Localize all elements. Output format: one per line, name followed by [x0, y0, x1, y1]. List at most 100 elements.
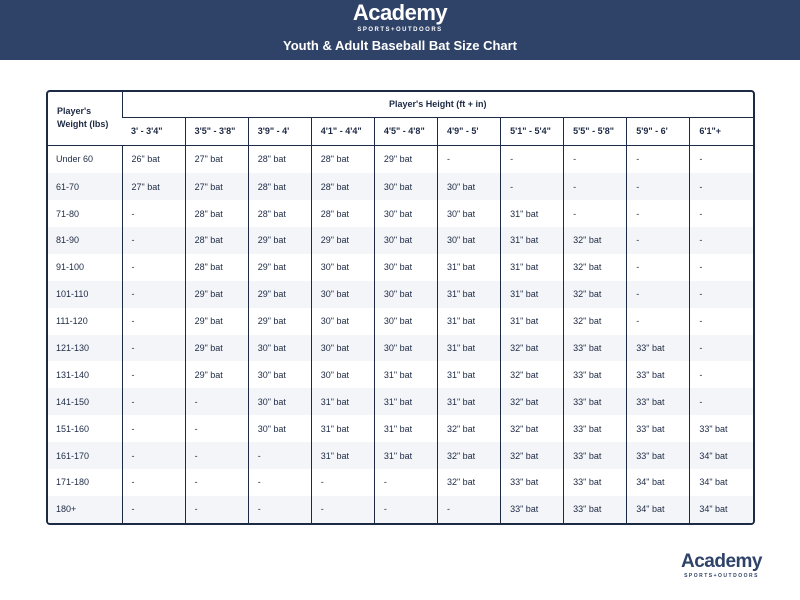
bat-size-cell: 30" bat [373, 227, 438, 254]
bat-size-cell: 33" bat [626, 388, 690, 416]
height-column-header: 3'9" - 4' [247, 117, 312, 146]
weight-cell: 171-180 [56, 477, 90, 488]
bat-size-cell: - [500, 145, 564, 174]
bat-size-cell: - [247, 469, 312, 496]
bat-size-cell: 33" bat [563, 495, 627, 523]
bat-size-cell: 29" bat [184, 361, 249, 389]
bat-size-cell: 29" bat [184, 307, 249, 335]
bat-size-cell: 33" bat [563, 442, 627, 470]
bat-size-cell: 32" bat [500, 442, 564, 470]
bat-size-cell: 30" bat [436, 200, 501, 228]
table-row: 61-70 27" bat 27" bat 28" bat 28" bat 30" bat… [48, 173, 753, 201]
bat-size-cell: 33" bat [500, 469, 564, 496]
bat-size-cell: - [626, 200, 690, 228]
bat-size-cell: 32" bat [436, 469, 501, 496]
bat-size-cell: 32" bat [563, 227, 627, 254]
bat-size-table: Player's Weight (lbs) Player's Height (f… [48, 92, 753, 523]
weight-cell: 71-80 [56, 208, 80, 219]
bat-size-cell: 31" bat [310, 442, 375, 470]
bat-size-cell: - [373, 495, 438, 523]
bat-size-cell: 31" bat [436, 334, 501, 362]
bat-size-cell: 30" bat [247, 415, 312, 443]
brand-tagline: SPORTS+OUTDOORS [357, 27, 443, 33]
bat-size-cell: 33" bat [500, 495, 564, 523]
bat-size-cell: 34" bat [626, 469, 690, 496]
table-row: 91-100-28" bat 29" bat 30" bat 30" bat 31" b… [48, 253, 753, 281]
bat-size-cell: - [121, 227, 186, 254]
bat-size-cell: 34" bat [689, 495, 753, 523]
bat-size-cell: 34" bat [626, 495, 690, 523]
weight-cell: 141-150 [56, 396, 90, 407]
weight-cell: 61-70 [56, 181, 80, 192]
bat-size-cell: 29" bat [247, 307, 312, 335]
bat-size-cell: 33" bat [626, 415, 690, 443]
bat-size-cell: - [121, 200, 186, 228]
bat-size-cell: - [121, 280, 186, 308]
bat-size-cell: 31" bat [310, 388, 375, 416]
bat-size-cell: - [626, 173, 690, 201]
bat-size-cell: 31" bat [373, 361, 438, 389]
bat-size-cell: 34" bat [689, 469, 753, 496]
bat-size-cell: 30" bat [373, 173, 438, 201]
weight-cell: 180+ [56, 504, 77, 515]
bat-size-cell: 32" bat [500, 415, 564, 443]
bat-size-cell: - [247, 495, 312, 523]
bat-size-cell: 29" bat [184, 280, 249, 308]
bat-size-cell: 33" bat [626, 442, 690, 470]
table-row: 71-80-28" bat 28" bat 28" bat 30" bat 30" ba… [48, 200, 753, 228]
bat-size-cell: 33" bat [563, 361, 627, 389]
table-row: 180+ - - - - - -33" bat 33" bat 34" bat 34" bat [48, 495, 753, 523]
table-row: 101-110-29" bat 29" bat 30" bat 30" bat 31" … [48, 280, 753, 308]
bat-size-table-container: Player's Weight (lbs) Player's Height (f… [46, 90, 755, 525]
bat-size-cell: 29" bat [310, 227, 375, 254]
height-column-header: 3' - 3'4" [122, 117, 186, 146]
bat-size-cell: 31" bat [500, 280, 564, 308]
bat-size-cell: - [626, 253, 690, 281]
bat-size-cell: 30" bat [247, 334, 312, 362]
bat-size-cell: - [121, 495, 186, 523]
weight-cell: 131-140 [56, 369, 90, 380]
bat-size-cell: 27" bat [121, 173, 186, 201]
bat-size-cell: 32" bat [500, 388, 564, 416]
bat-size-cell: - [247, 442, 312, 470]
footer-brand-name: Academy [681, 551, 763, 572]
bat-size-cell: 28" bat [184, 227, 249, 254]
bat-size-cell: 29" bat [247, 227, 312, 254]
brand-logo: Academy [352, 0, 448, 25]
bat-size-cell: 32" bat [500, 334, 564, 362]
bat-size-cell: - [184, 442, 249, 470]
bat-size-cell: - [436, 145, 501, 174]
bat-size-cell: 31" bat [373, 442, 438, 470]
bat-size-cell: - [626, 227, 690, 254]
bat-size-cell: 31" bat [500, 253, 564, 281]
height-column-header: 6'1"+ [689, 117, 753, 146]
bat-size-cell: 31" bat [373, 415, 438, 443]
bat-size-cell: - [626, 307, 690, 335]
bat-size-cell: - [184, 469, 249, 496]
height-header: Player's Height (ft + in) [121, 92, 753, 118]
bat-size-cell: 31" bat [500, 227, 564, 254]
bat-size-cell: 30" bat [373, 280, 438, 308]
footer-brand-tagline: SPORTS+OUTDOORS [684, 573, 759, 579]
bat-size-cell: - [689, 334, 753, 362]
weight-cell: Under 60 [56, 154, 94, 165]
bat-size-cell: - [184, 388, 249, 416]
bat-size-cell: - [626, 280, 690, 308]
bat-size-cell: - [121, 307, 186, 335]
bat-size-cell: 32" bat [500, 361, 564, 389]
bat-size-cell: 31" bat [436, 253, 501, 281]
bat-size-cell: 31" bat [373, 388, 438, 416]
bat-size-cell: - [121, 415, 186, 443]
bat-size-cell: - [184, 415, 249, 443]
footer-logo: Academy SPORTS+OUTDOORS [681, 550, 763, 580]
bat-size-cell: - [689, 227, 753, 254]
page-title: Youth & Adult Baseball Bat Size Chart [282, 38, 518, 53]
page-header: Academy SPORTS+OUTDOORS Youth & Adult Ba… [0, 0, 800, 60]
bat-size-cell: - [310, 495, 375, 523]
bat-size-cell: - [689, 361, 753, 389]
bat-size-cell: 30" bat [247, 388, 312, 416]
bat-size-cell: 32" bat [563, 280, 627, 308]
weight-cell: 101-110 [56, 289, 89, 300]
bat-size-cell: 31" bat [310, 415, 375, 443]
bat-size-cell: 30" bat [373, 200, 438, 228]
